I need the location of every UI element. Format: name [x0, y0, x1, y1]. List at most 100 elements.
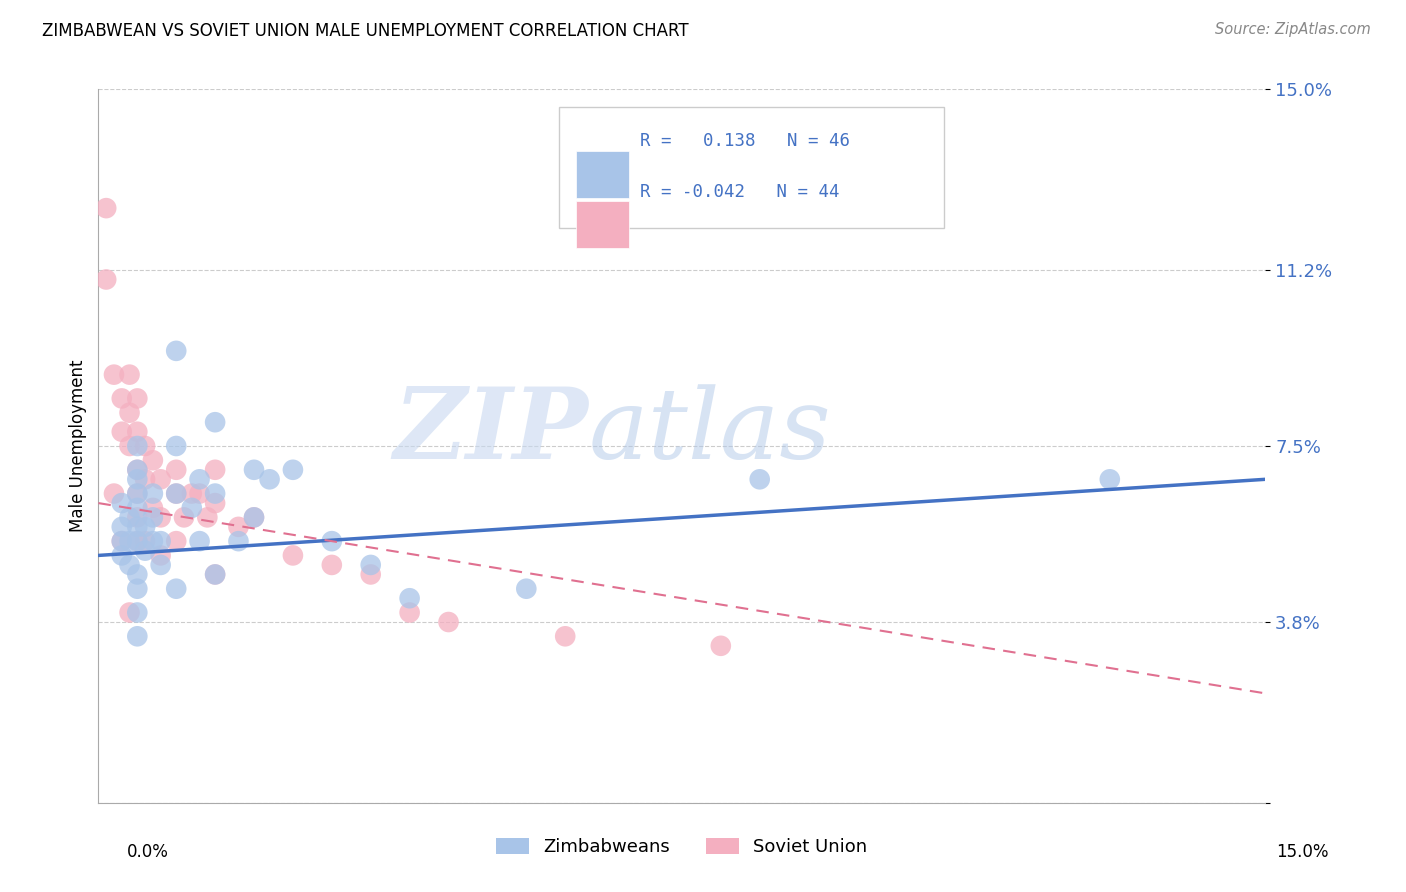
- Point: [127, 463, 149, 477]
- Text: Source: ZipAtlas.com: Source: ZipAtlas.com: [1215, 22, 1371, 37]
- Point: [127, 567, 149, 582]
- FancyBboxPatch shape: [560, 107, 945, 228]
- Point: [243, 510, 266, 524]
- Point: [118, 368, 141, 382]
- Point: [360, 567, 382, 582]
- Point: [127, 629, 149, 643]
- Point: [204, 567, 226, 582]
- Point: [228, 520, 250, 534]
- Text: ZIMBABWEAN VS SOVIET UNION MALE UNEMPLOYMENT CORRELATION CHART: ZIMBABWEAN VS SOVIET UNION MALE UNEMPLOY…: [42, 22, 689, 40]
- Point: [321, 558, 343, 572]
- Point: [710, 639, 733, 653]
- Point: [165, 486, 187, 500]
- Text: R =   0.138   N = 46: R = 0.138 N = 46: [640, 132, 849, 150]
- Point: [96, 272, 118, 286]
- Point: [111, 534, 134, 549]
- Point: [111, 425, 134, 439]
- Point: [281, 463, 304, 477]
- Point: [127, 500, 149, 515]
- Point: [173, 510, 195, 524]
- Point: [127, 486, 149, 500]
- Point: [228, 534, 250, 549]
- Point: [149, 534, 172, 549]
- Point: [204, 486, 226, 500]
- Point: [118, 558, 141, 572]
- Point: [748, 472, 770, 486]
- Point: [142, 534, 165, 549]
- Text: 15.0%: 15.0%: [1277, 843, 1329, 861]
- Point: [142, 453, 165, 467]
- Point: [195, 510, 218, 524]
- Point: [515, 582, 537, 596]
- Point: [127, 606, 149, 620]
- Point: [149, 510, 172, 524]
- Point: [398, 606, 420, 620]
- Point: [243, 463, 266, 477]
- Point: [204, 415, 226, 429]
- Point: [281, 549, 304, 563]
- Point: [118, 439, 141, 453]
- Point: [149, 558, 172, 572]
- Point: [165, 463, 187, 477]
- Text: 0.0%: 0.0%: [127, 843, 169, 861]
- Point: [127, 425, 149, 439]
- Point: [111, 496, 134, 510]
- Point: [134, 534, 156, 549]
- Point: [165, 582, 187, 596]
- Point: [188, 472, 211, 486]
- Point: [118, 534, 141, 549]
- Point: [127, 439, 149, 453]
- Point: [118, 406, 141, 420]
- Point: [127, 520, 149, 534]
- Point: [554, 629, 576, 643]
- Point: [127, 534, 149, 549]
- Point: [188, 534, 211, 549]
- Point: [111, 520, 134, 534]
- Point: [127, 463, 149, 477]
- FancyBboxPatch shape: [575, 152, 630, 198]
- Point: [437, 615, 460, 629]
- Point: [127, 472, 149, 486]
- Point: [142, 510, 165, 524]
- Point: [149, 549, 172, 563]
- Point: [127, 534, 149, 549]
- Point: [398, 591, 420, 606]
- Point: [188, 486, 211, 500]
- Point: [142, 486, 165, 500]
- Point: [204, 567, 226, 582]
- Legend: Zimbabweans, Soviet Union: Zimbabweans, Soviet Union: [488, 829, 876, 865]
- Point: [127, 392, 149, 406]
- Point: [243, 510, 266, 524]
- Point: [134, 543, 156, 558]
- Point: [165, 343, 187, 358]
- Text: R = -0.042   N = 44: R = -0.042 N = 44: [640, 183, 839, 201]
- Point: [134, 472, 156, 486]
- Text: ZIP: ZIP: [394, 384, 589, 480]
- Point: [118, 510, 141, 524]
- Point: [103, 368, 125, 382]
- Point: [360, 558, 382, 572]
- Point: [118, 606, 141, 620]
- Point: [111, 392, 134, 406]
- Text: atlas: atlas: [589, 384, 831, 479]
- Point: [165, 439, 187, 453]
- Point: [204, 463, 226, 477]
- Point: [165, 486, 187, 500]
- Point: [127, 582, 149, 596]
- Y-axis label: Male Unemployment: Male Unemployment: [69, 359, 87, 533]
- Point: [134, 520, 156, 534]
- Point: [103, 486, 125, 500]
- Point: [142, 500, 165, 515]
- Point: [165, 534, 187, 549]
- Point: [134, 439, 156, 453]
- Point: [149, 472, 172, 486]
- Point: [321, 534, 343, 549]
- Point: [111, 534, 134, 549]
- Point: [180, 500, 202, 515]
- Point: [96, 201, 118, 215]
- Point: [127, 510, 149, 524]
- Point: [204, 496, 226, 510]
- Point: [127, 486, 149, 500]
- Point: [1098, 472, 1121, 486]
- Point: [180, 486, 202, 500]
